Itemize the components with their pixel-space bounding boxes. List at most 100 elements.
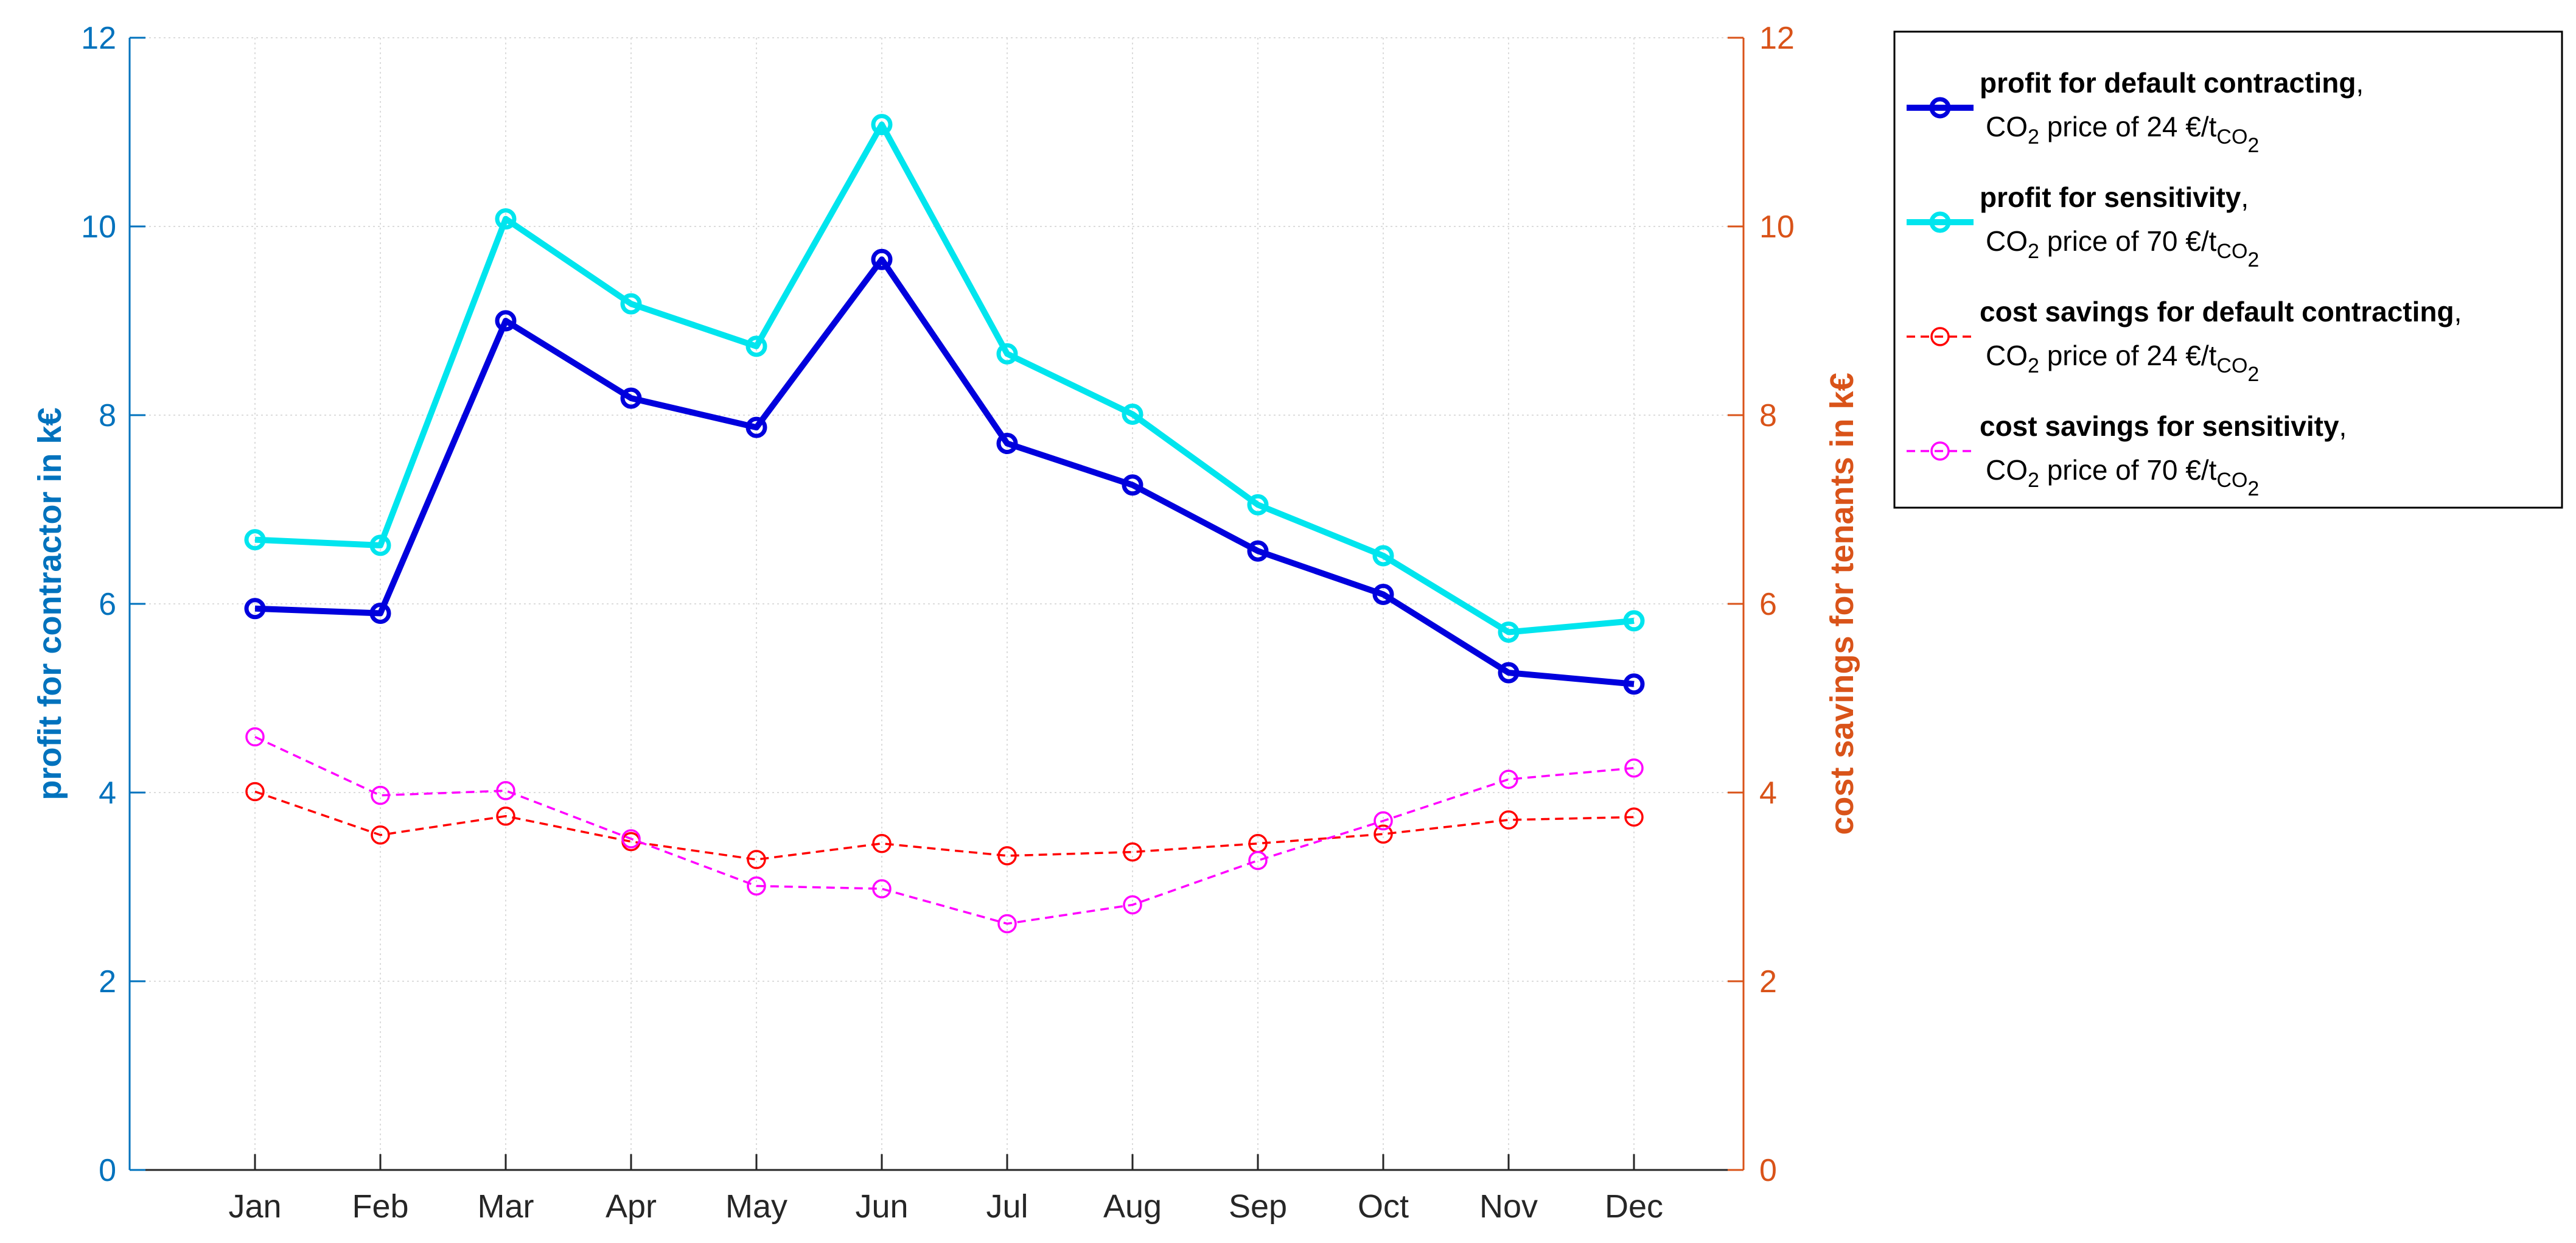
series-2 bbox=[245, 782, 1644, 869]
left-tick-label: 2 bbox=[99, 964, 116, 1000]
data-point-marker bbox=[1247, 494, 1269, 516]
legend-entry-detail: CO2 price of 24 €/tCO2 bbox=[1986, 340, 2259, 386]
x-tick-label: Oct bbox=[1358, 1188, 1409, 1225]
left-tick-label: 4 bbox=[99, 776, 116, 811]
data-point-marker bbox=[1122, 474, 1143, 496]
data-point-marker bbox=[1499, 769, 1518, 790]
data-point-marker bbox=[1122, 403, 1143, 425]
data-point-marker bbox=[1372, 545, 1394, 567]
data-point-marker bbox=[996, 433, 1018, 454]
data-point-marker bbox=[872, 833, 892, 853]
legend-detail-part: 2 bbox=[2247, 248, 2259, 271]
data-point-marker bbox=[871, 114, 893, 136]
legend-detail-part: 2 bbox=[2247, 477, 2259, 500]
legend-detail-part: CO bbox=[1986, 340, 2028, 371]
left-tick-label: 10 bbox=[81, 209, 116, 245]
legend-sample-marker bbox=[1930, 327, 1950, 346]
x-tick-label: Apr bbox=[606, 1188, 657, 1225]
data-point-marker bbox=[1624, 758, 1644, 778]
data-point-marker bbox=[871, 248, 893, 270]
legend-detail-part: CO bbox=[1986, 454, 2028, 486]
legend-detail-part: 2 bbox=[2028, 125, 2039, 149]
legend-detail-part: CO bbox=[2216, 354, 2247, 377]
legend-detail-part: CO bbox=[2216, 240, 2247, 263]
data-point-marker bbox=[1623, 610, 1645, 632]
left-tick-label: 0 bbox=[99, 1153, 116, 1188]
right-tick-label: 10 bbox=[1759, 209, 1795, 245]
x-tick-label: Sep bbox=[1229, 1188, 1287, 1225]
data-point-marker bbox=[872, 879, 892, 898]
data-point-marker bbox=[244, 529, 266, 551]
legend-detail-part: price of 24 €/t bbox=[2039, 340, 2217, 371]
data-point-marker bbox=[620, 387, 642, 409]
legend-entry-detail: CO2 price of 70 €/tCO2 bbox=[1986, 225, 2259, 271]
legend-detail-part: price of 70 €/t bbox=[2039, 225, 2217, 257]
axes: 0 2 4 6 8 10 12 0 2 4 6 8 10 12 Jan Feb Mar Apr May Jun Jul A… bbox=[32, 21, 1860, 1225]
legend-sample-marker bbox=[1930, 441, 1950, 461]
data-point-marker bbox=[620, 293, 642, 315]
legend-comma: , bbox=[2241, 181, 2249, 213]
legend-comma: , bbox=[2339, 410, 2347, 442]
data-point-marker bbox=[245, 727, 265, 747]
data-point-marker bbox=[747, 876, 766, 896]
data-point-marker bbox=[621, 829, 641, 849]
data-point-marker bbox=[745, 416, 767, 438]
legend-detail-part: 2 bbox=[2028, 240, 2039, 263]
legend-entry-title: cost savings for sensitivity, bbox=[1980, 410, 2347, 442]
data-point-marker bbox=[371, 825, 390, 845]
x-tick-label: Jun bbox=[855, 1188, 908, 1225]
left-axis-title: profit for contractor in k€ bbox=[32, 407, 68, 800]
data-point-marker bbox=[1372, 584, 1394, 605]
right-axis-title: cost savings for tenants in k€ bbox=[1824, 373, 1860, 835]
legend-detail-part: CO bbox=[1986, 225, 2028, 257]
data-point-marker bbox=[996, 343, 1018, 365]
legend-detail-part: 2 bbox=[2247, 134, 2259, 157]
legend-sample-marker bbox=[1929, 97, 1951, 119]
data-point-marker bbox=[997, 846, 1017, 866]
x-tick-label: Feb bbox=[352, 1188, 408, 1225]
x-tick-label: Aug bbox=[1103, 1188, 1162, 1225]
data-point-marker bbox=[1248, 850, 1268, 870]
data-point-marker bbox=[244, 598, 266, 620]
legend-detail-part: 2 bbox=[2028, 354, 2039, 377]
series bbox=[244, 114, 1645, 934]
series-0 bbox=[244, 248, 1645, 695]
data-point-marker bbox=[1374, 824, 1393, 844]
data-point-marker bbox=[371, 785, 390, 805]
series-line bbox=[254, 121, 1635, 636]
left-tick-label: 12 bbox=[81, 21, 116, 56]
right-tick-label: 2 bbox=[1759, 964, 1777, 1000]
legend-sample-marker bbox=[1929, 211, 1951, 233]
data-point-marker bbox=[1123, 842, 1142, 862]
legend-detail-part: price of 70 €/t bbox=[2039, 454, 2217, 486]
x-tick-label: Jul bbox=[986, 1188, 1028, 1225]
legend: profit for default contracting,CO2 price… bbox=[1893, 30, 2563, 509]
data-point-marker bbox=[745, 335, 767, 357]
legend-entry-title: profit for sensitivity, bbox=[1980, 181, 2249, 213]
series-line bbox=[254, 735, 1635, 925]
legend-entry-detail: CO2 price of 70 €/tCO2 bbox=[1986, 454, 2259, 500]
legend-entry-detail: CO2 price of 24 €/tCO2 bbox=[1986, 111, 2259, 157]
legend-box bbox=[1893, 30, 2563, 509]
data-point-marker bbox=[1374, 811, 1393, 831]
x-tick-label: Mar bbox=[478, 1188, 534, 1225]
legend-entry-title: profit for default contracting, bbox=[1980, 67, 2364, 99]
legend-detail-part: CO bbox=[1986, 111, 2028, 142]
data-point-marker bbox=[245, 782, 265, 802]
data-point-marker bbox=[1624, 807, 1644, 827]
data-point-marker bbox=[496, 781, 515, 800]
data-point-marker bbox=[369, 534, 391, 556]
data-point-marker bbox=[747, 850, 766, 869]
series-line bbox=[254, 790, 1635, 861]
x-tick-label: Jan bbox=[228, 1188, 281, 1225]
data-point-marker bbox=[1247, 540, 1269, 562]
left-tick-label: 8 bbox=[99, 398, 116, 433]
data-point-marker bbox=[1123, 895, 1142, 915]
legend-detail-part: CO bbox=[2216, 125, 2247, 149]
right-tick-label: 0 bbox=[1759, 1153, 1777, 1188]
legend-comma: , bbox=[2454, 296, 2462, 327]
legend-detail-part: 2 bbox=[2028, 469, 2039, 492]
data-point-marker bbox=[495, 208, 517, 230]
series-1 bbox=[244, 114, 1645, 643]
